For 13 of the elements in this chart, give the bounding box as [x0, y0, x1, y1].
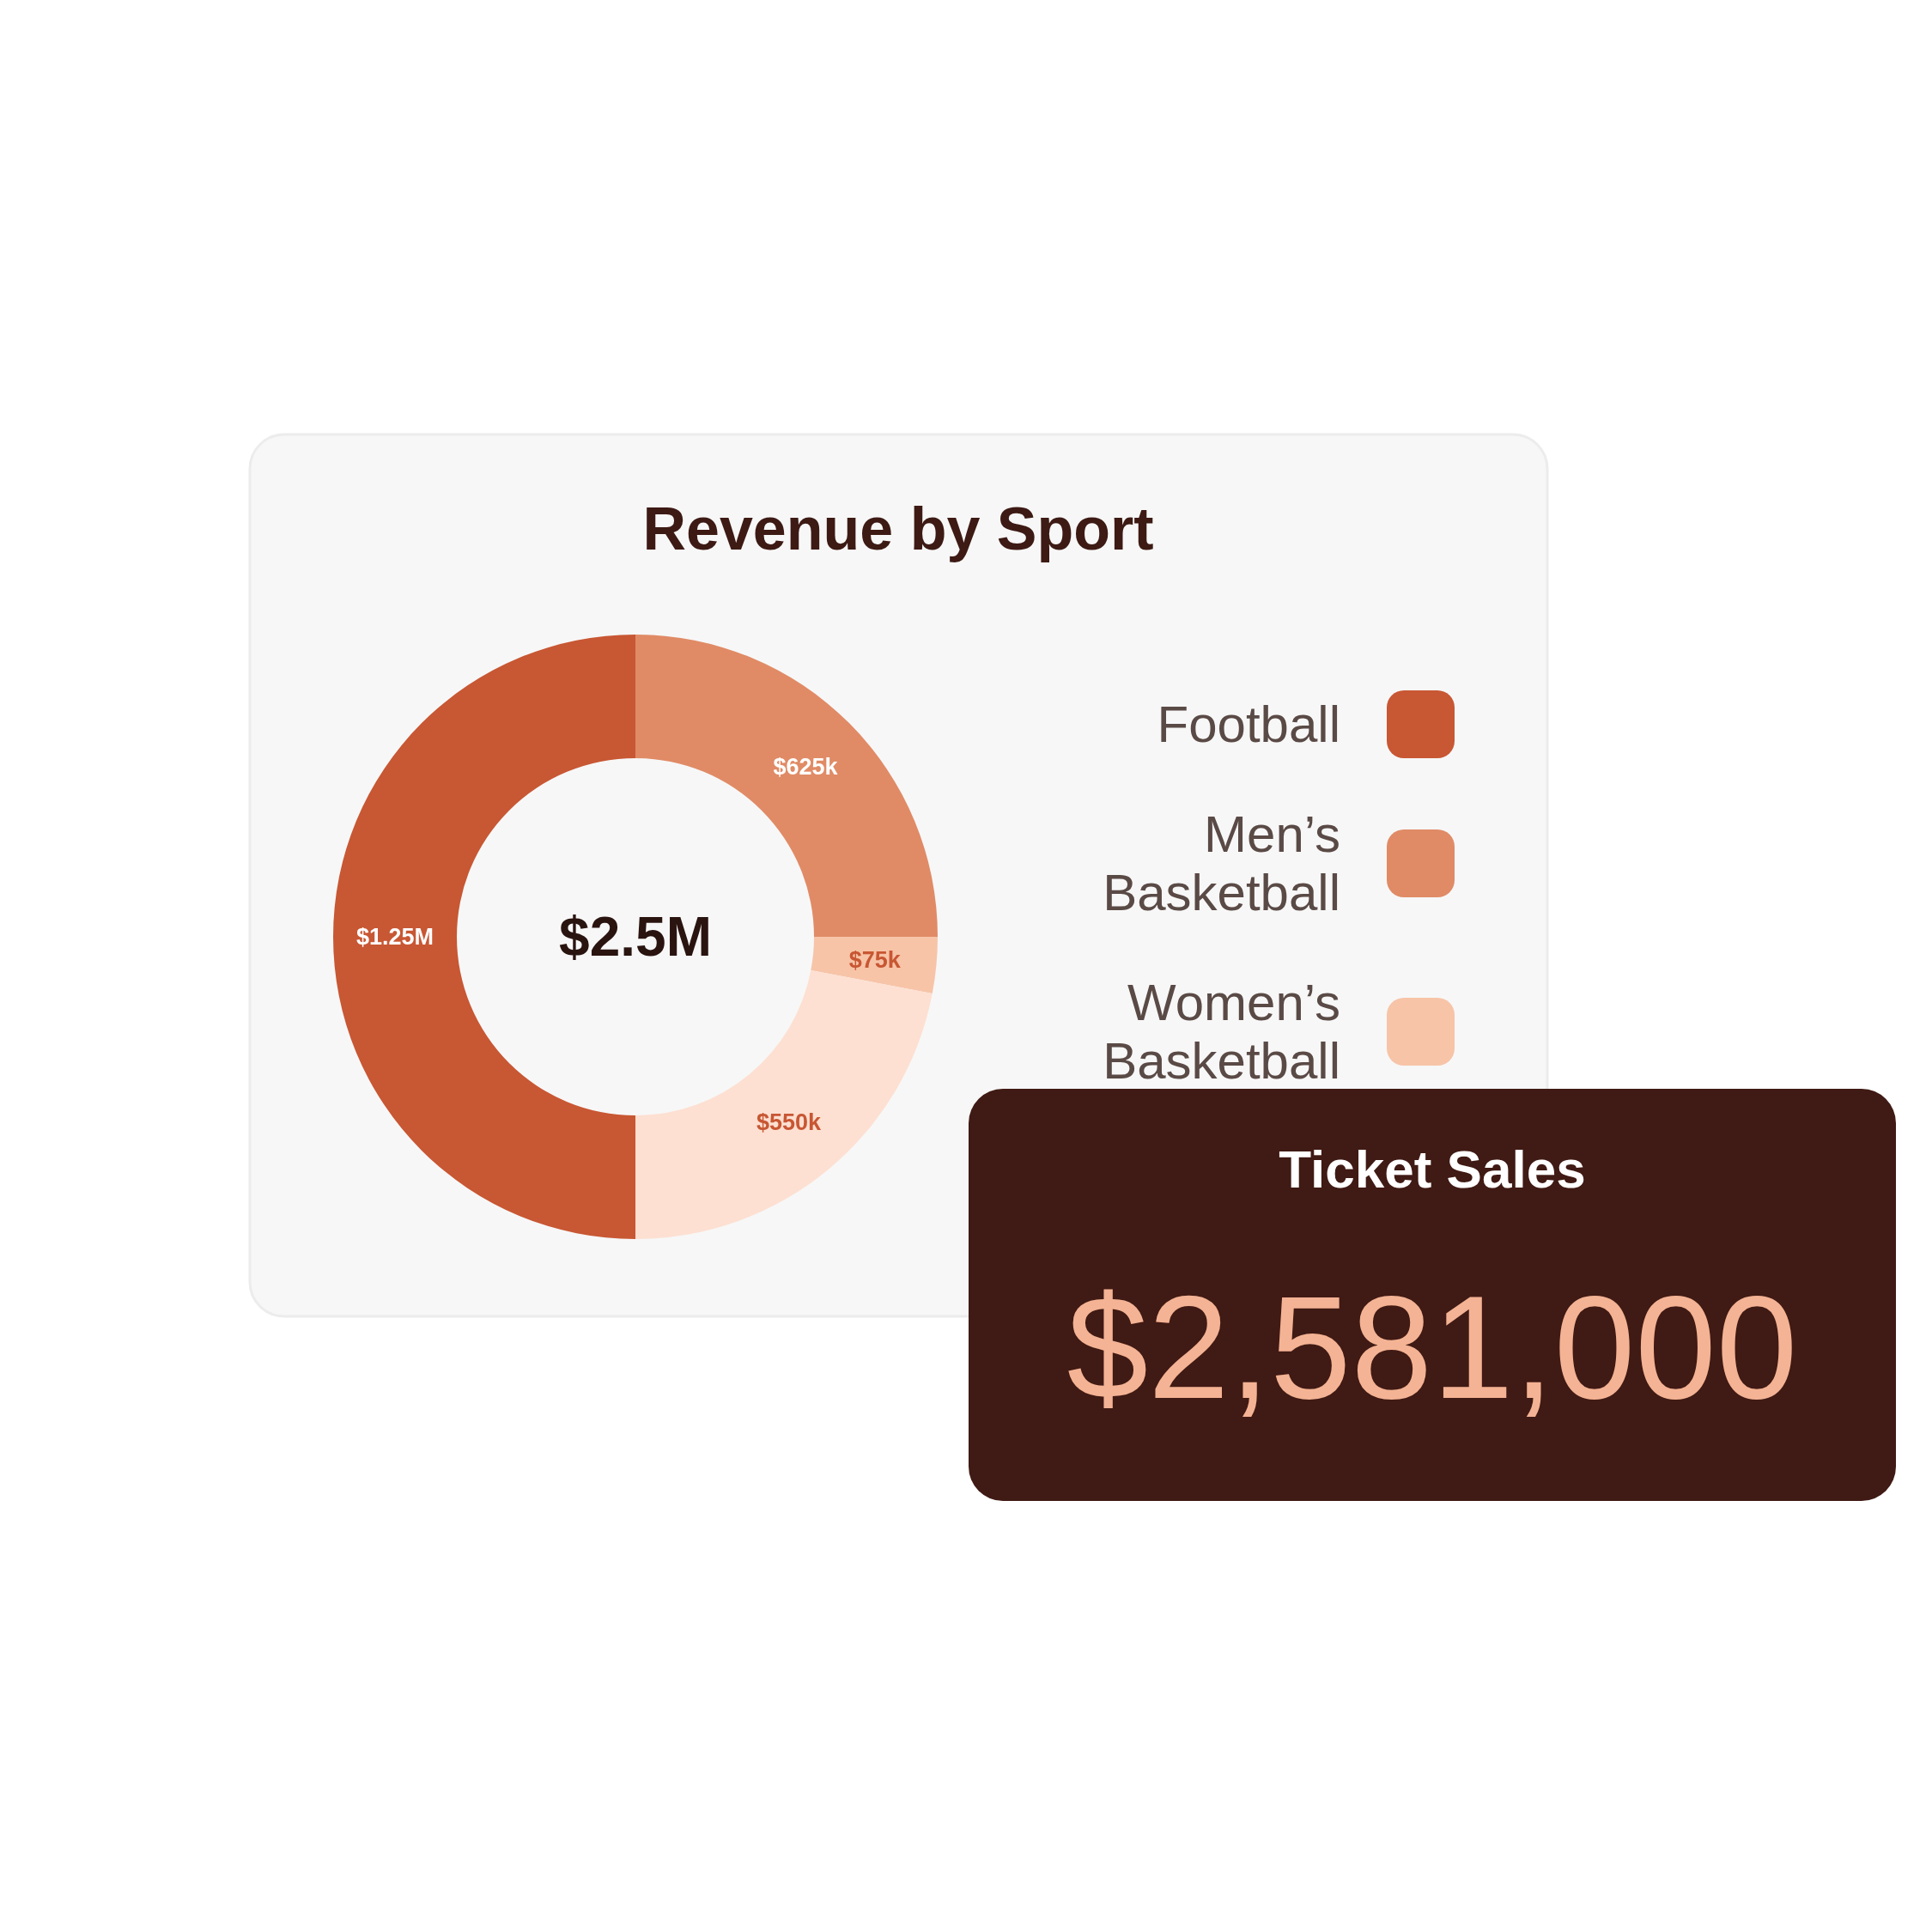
text: $2,581,000 [1066, 1266, 1798, 1429]
text: $2.5M [559, 906, 712, 969]
text: Ticket Sales [1279, 1139, 1586, 1199]
legend-label: Football [1157, 696, 1340, 753]
donut-slice [635, 969, 933, 1239]
data-label: $550k [756, 1109, 822, 1136]
data-label: $75k [848, 946, 902, 973]
chart-title: Revenue by Sport [642, 495, 1154, 562]
donut-slice [811, 937, 938, 993]
data-label: $625k [773, 754, 839, 781]
data-label: $1.25M [355, 924, 434, 951]
legend-label: Women’s Basketball [1103, 974, 1340, 1090]
legend-label: Men’s Basketball [1103, 805, 1340, 921]
